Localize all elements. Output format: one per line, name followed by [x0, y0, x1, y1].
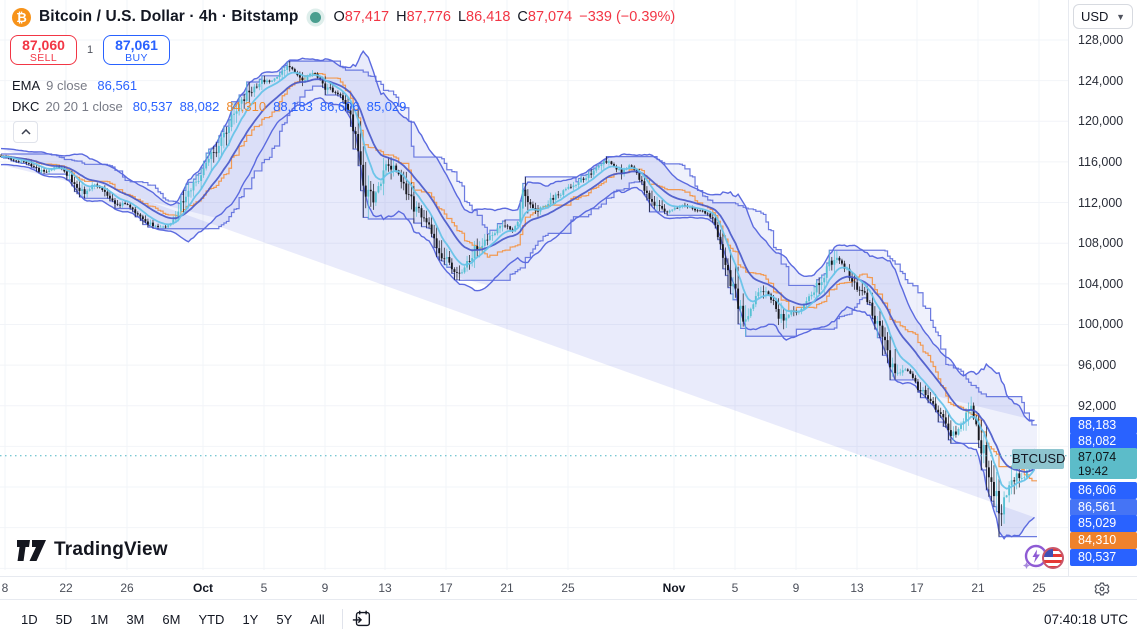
- time-tick: 22: [59, 581, 73, 595]
- range-3m[interactable]: 3M: [126, 611, 145, 627]
- price-tick: 104,000: [1078, 276, 1124, 291]
- tradingview-watermark[interactable]: TradingView: [17, 539, 168, 561]
- price-tick: 96,000: [1078, 358, 1117, 373]
- spread-value: 1: [86, 44, 94, 56]
- ohlc-values: O87,417 H87,776 L86,418 C87,074 −339 (−0…: [333, 9, 676, 25]
- indicator-price-label: 88,183: [1070, 416, 1137, 434]
- buy-button[interactable]: 87,061 BUY: [103, 35, 170, 65]
- change-value: −339 (−0.39%): [579, 9, 676, 25]
- chevron-up-icon: [20, 129, 31, 135]
- time-tick: 9: [321, 581, 329, 595]
- event-icons[interactable]: [1022, 543, 1065, 571]
- indicator-price-label: 86,561: [1070, 498, 1137, 516]
- price-tick: 120,000: [1078, 114, 1124, 129]
- range-5d[interactable]: 5D: [55, 611, 73, 627]
- gear-icon[interactable]: [1093, 580, 1111, 598]
- legend-collapse-button[interactable]: [13, 121, 38, 143]
- high-value: 87,776: [406, 9, 451, 25]
- dkc-value: 85,029: [366, 99, 407, 114]
- low-value: 86,418: [466, 9, 511, 25]
- time-tick: 25: [561, 581, 575, 595]
- time-tick: 5: [731, 581, 739, 595]
- clock-utc[interactable]: 07:40:18 UTC: [1043, 611, 1128, 627]
- price-tick: 108,000: [1078, 236, 1124, 251]
- currency-value: USD: [1081, 9, 1109, 24]
- sell-button[interactable]: 87,060 SELL: [10, 35, 77, 65]
- dkc-value: 86,606: [319, 99, 360, 114]
- time-tick: 5: [260, 581, 268, 595]
- dkc-value: 84,310: [226, 99, 267, 114]
- us-flag-event-icon: [1042, 547, 1064, 569]
- bitcoin-icon: ₿: [12, 7, 31, 27]
- indicator-price-label: 80,537: [1070, 548, 1137, 566]
- ema-name: EMA: [12, 78, 41, 93]
- price-axis[interactable]: USD ▼ 128,000 124,000 120,000 116,000 112,00…: [1068, 0, 1137, 576]
- go-to-date-icon[interactable]: [351, 608, 373, 630]
- symbol-header: ₿ Bitcoin / U.S. Dollar · 4h · Bitstamp …: [12, 4, 675, 30]
- chevron-down-icon: ▼: [1116, 11, 1125, 22]
- time-tick: 8: [1, 581, 9, 595]
- legend-ema[interactable]: EMA 9 close 86,561: [12, 78, 137, 93]
- trade-buttons: 87,060 SELL 1 87,061 BUY: [10, 35, 170, 65]
- time-tick: 13: [378, 581, 392, 595]
- symbol-price-tag: BTCUSD: [1012, 449, 1065, 469]
- time-tick: 21: [500, 581, 514, 595]
- indicator-price-label: 86,606: [1070, 481, 1137, 499]
- tradingview-logo-icon: [17, 539, 46, 561]
- time-tick: 9: [792, 581, 800, 595]
- price-tick: 112,000: [1078, 195, 1123, 210]
- price-tick: 124,000: [1078, 73, 1124, 88]
- currency-dropdown[interactable]: USD ▼: [1073, 4, 1133, 29]
- range-1m[interactable]: 1M: [90, 611, 109, 627]
- ema-params: 9 close: [46, 78, 88, 93]
- price-tick: 100,000: [1078, 317, 1124, 332]
- price-tick: 128,000: [1078, 33, 1124, 47]
- indicator-price-label: 85,029: [1070, 514, 1137, 532]
- close-value: 87,074: [527, 9, 573, 25]
- symbol-title[interactable]: Bitcoin / U.S. Dollar · 4h · Bitstamp: [39, 8, 299, 25]
- market-status-icon[interactable]: [310, 11, 322, 23]
- range-1d[interactable]: 1D: [21, 611, 38, 627]
- time-tick: 13: [850, 581, 864, 595]
- ema-value: 86,561: [97, 78, 138, 93]
- time-tick: 17: [910, 581, 924, 595]
- dkc-params: 20 20 1 close: [45, 99, 123, 114]
- range-ytd[interactable]: YTD: [198, 611, 225, 627]
- range-1y[interactable]: 1Y: [242, 611, 259, 627]
- price-tick: 92,000: [1078, 398, 1117, 413]
- current-price-label: 87,074 19:42: [1070, 448, 1137, 479]
- time-tick: 26: [120, 581, 134, 595]
- time-tick: Oct: [192, 581, 214, 595]
- range-all[interactable]: All: [310, 611, 325, 627]
- dkc-value: 88,082: [179, 99, 220, 114]
- dkc-name: DKC: [12, 99, 40, 114]
- time-tick: 25: [1032, 581, 1046, 595]
- dkc-values: 80,537 88,082 84,310 88,183 86,606 85,029: [133, 99, 407, 114]
- toolbar-divider: [341, 609, 343, 629]
- dkc-value: 88,183: [273, 99, 313, 114]
- indicator-price-label: 84,310: [1070, 531, 1137, 549]
- open-value: 87,417: [344, 9, 390, 25]
- price-tick: 116,000: [1078, 154, 1123, 169]
- indicator-price-label: 88,082: [1070, 432, 1137, 450]
- time-axis[interactable]: 8 22 26 Oct 5 9 13 17 21 25 Nov 5 9 13 17 21 25: [0, 576, 1137, 599]
- range-5y[interactable]: 5Y: [276, 611, 293, 627]
- dkc-value: 80,537: [132, 99, 173, 114]
- time-tick: 17: [439, 581, 453, 595]
- range-6m[interactable]: 6M: [162, 611, 181, 627]
- time-tick: 21: [971, 581, 985, 595]
- bottom-toolbar: 1D 5D 1M 3M 6M YTD 1Y 5Y All 07:40:18 UTC: [0, 599, 1137, 638]
- price-chart-canvas[interactable]: [0, 0, 1068, 576]
- legend-dkc[interactable]: DKC 20 20 1 close 80,537 88,082 84,310 88,1…: [12, 99, 406, 114]
- time-tick: Nov: [662, 581, 686, 595]
